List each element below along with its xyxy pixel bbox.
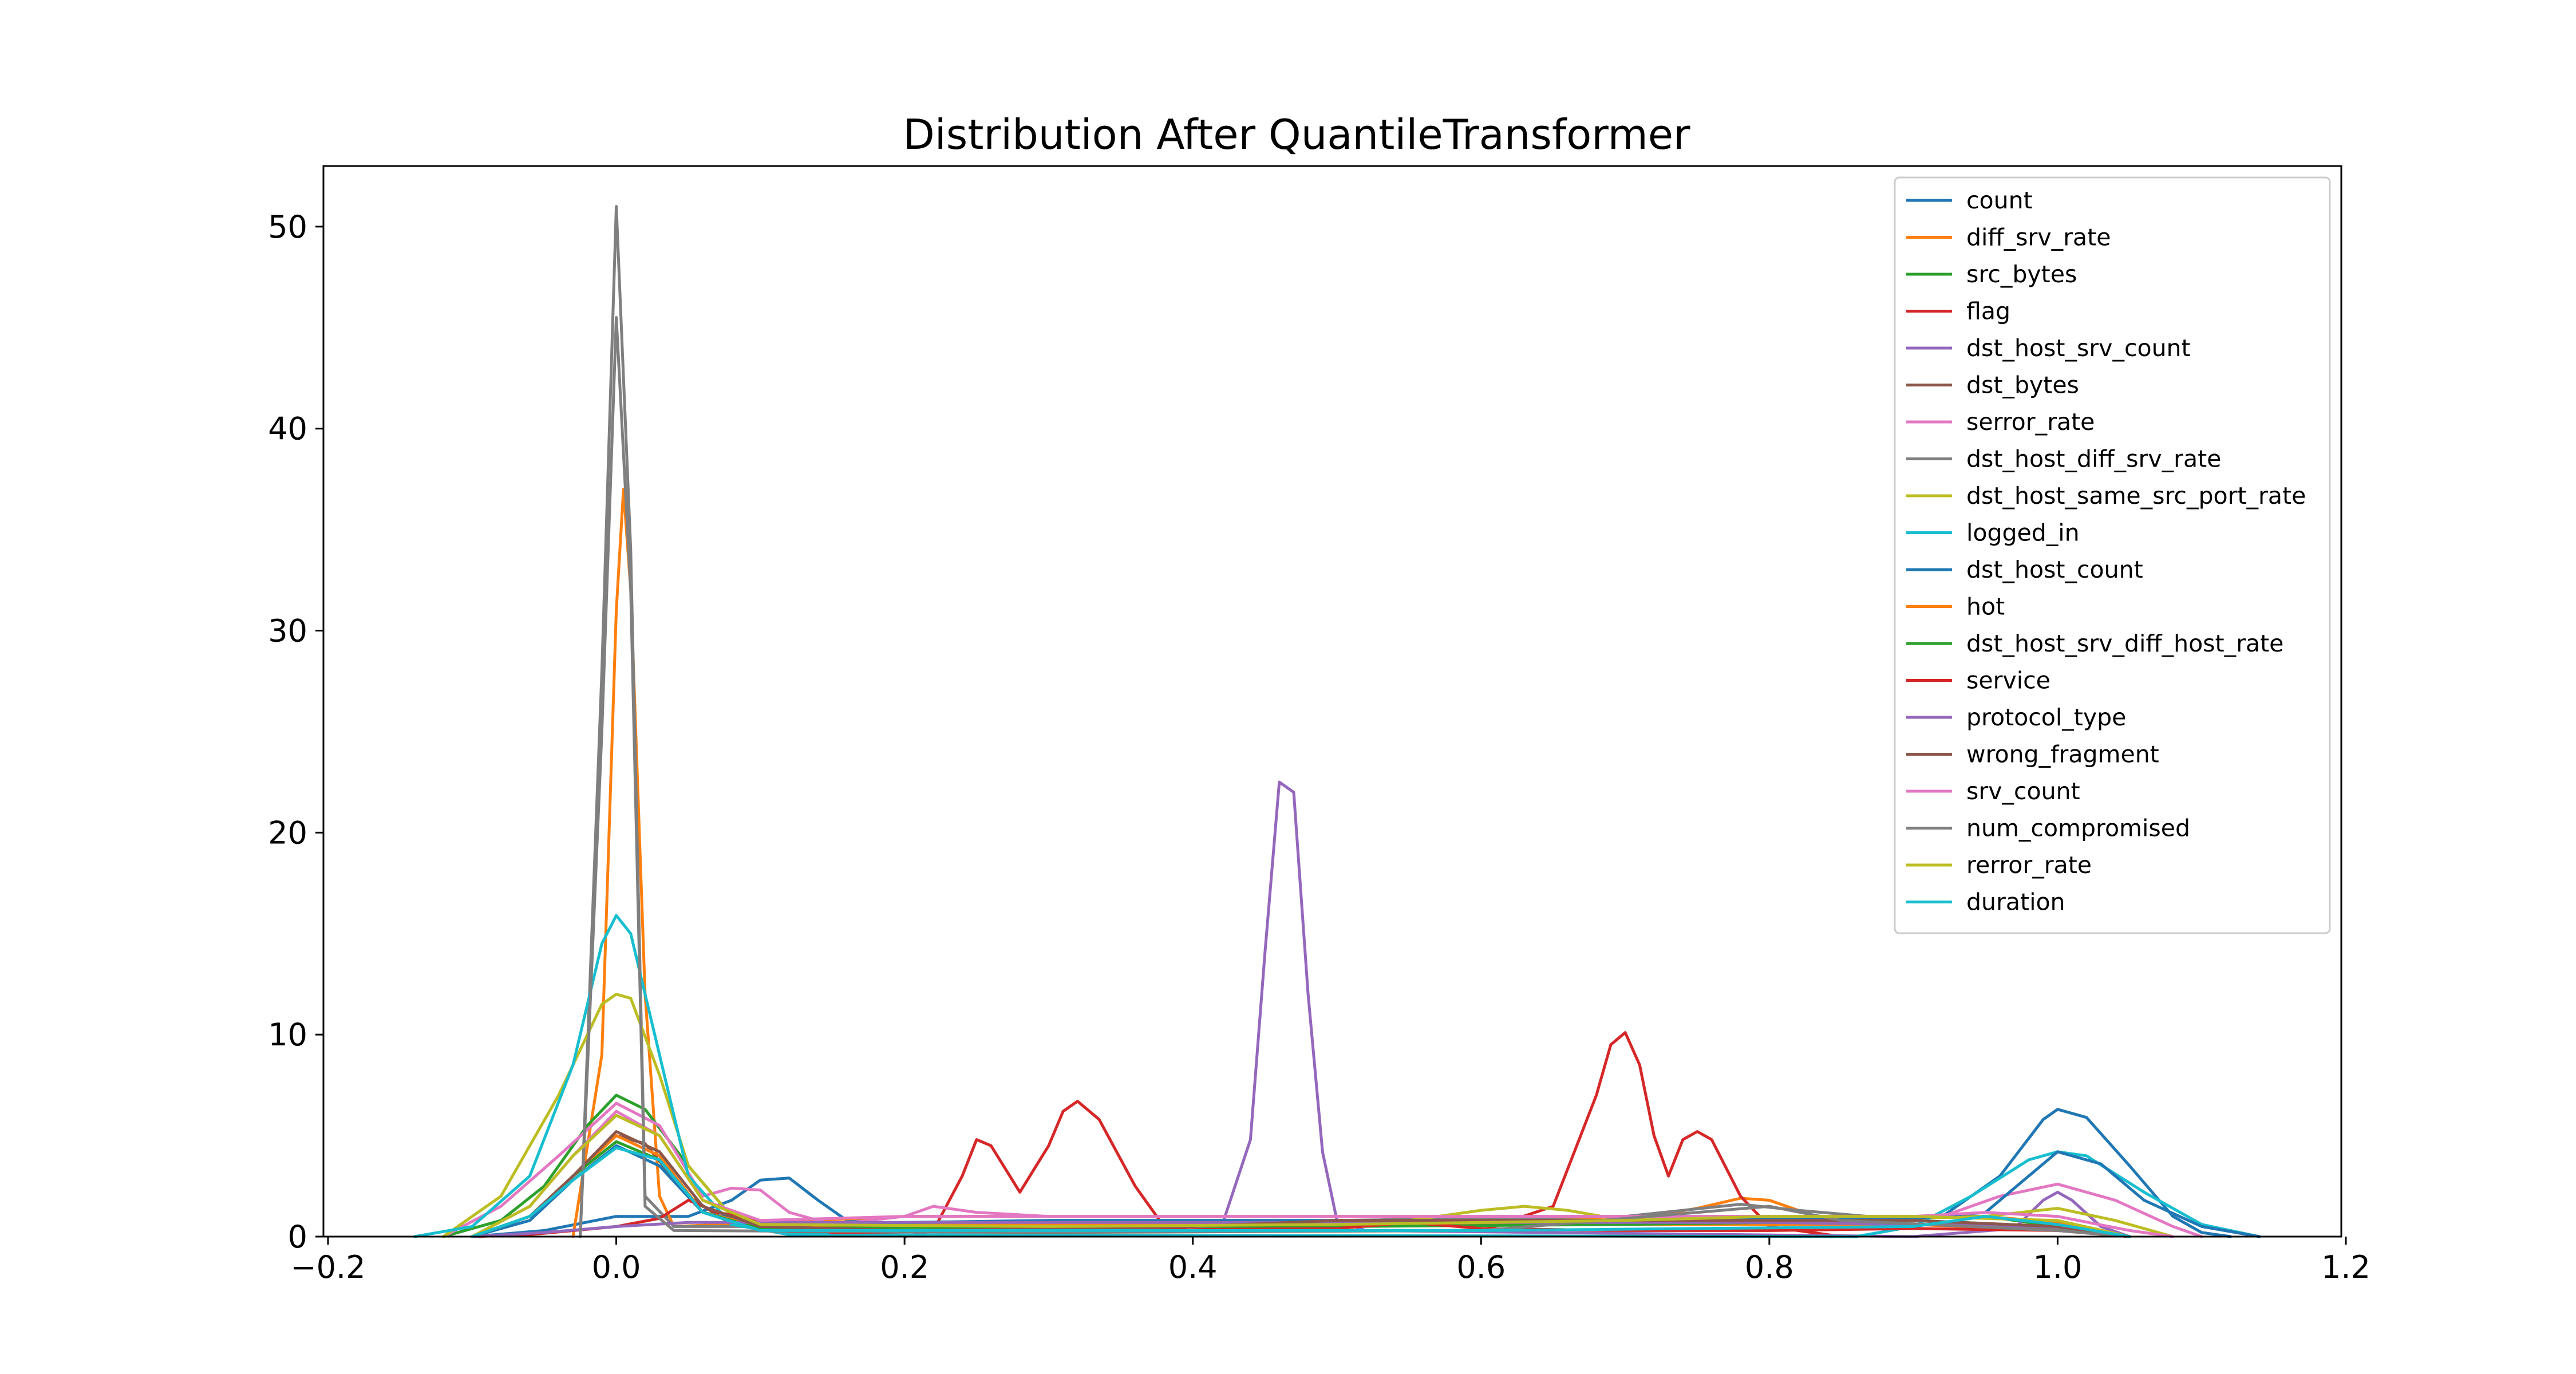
series-line-3 [903, 1031, 1843, 1238]
legend-label: dst_bytes [1966, 372, 2079, 399]
series-line-17 [579, 316, 2131, 1238]
legend-label: serror_rate [1966, 408, 2095, 436]
legend-label: dst_host_same_src_port_rate [1966, 482, 2306, 510]
x-tick-label: 0.0 [592, 1249, 641, 1285]
legend-label: num_compromised [1966, 815, 2190, 842]
legend-label: dst_host_diff_srv_rate [1966, 445, 2221, 473]
legend-label: duration [1966, 889, 2065, 916]
legend-label: diff_srv_rate [1966, 224, 2111, 251]
x-tick-label: 0.4 [1168, 1249, 1218, 1285]
legend-label: dst_host_srv_count [1966, 334, 2191, 362]
series-line-9 [413, 914, 2261, 1238]
y-axis: 0 10 20 30 40 50 [268, 209, 323, 1255]
series-line-16 [471, 1110, 2175, 1238]
plot-lines [413, 205, 2261, 1238]
legend-label: src_bytes [1966, 260, 2077, 288]
series-line-15 [471, 1130, 2131, 1238]
x-tick-label: 0.8 [1745, 1249, 1794, 1285]
plot-frame [322, 165, 2342, 1238]
legend-label: protocol_type [1966, 704, 2126, 731]
legend-label: dst_host_srv_diff_host_rate [1966, 630, 2283, 657]
x-axis: −0.2 0.0 0.2 0.4 0.6 0.8 1.0 1.2 [290, 1237, 2370, 1285]
series-line-18 [471, 1114, 2131, 1238]
legend-label: dst_host_count [1966, 556, 2143, 583]
legend-label: flag [1966, 298, 2010, 325]
legend-label: wrong_fragment [1966, 741, 2159, 768]
legend-label: hot [1966, 593, 2005, 621]
chart-title: Distribution After QuantileTransformer [903, 110, 1690, 159]
y-tick-label: 30 [268, 613, 307, 649]
legend-label: srv_count [1966, 777, 2080, 805]
y-tick-label: 40 [268, 411, 307, 447]
x-tick-label: 1.2 [2321, 1249, 2370, 1285]
x-tick-label: −0.2 [290, 1249, 365, 1285]
y-tick-label: 50 [268, 209, 307, 245]
legend-box [1894, 176, 2331, 934]
legend-label: count [1966, 187, 2033, 214]
x-tick-label: 0.6 [1456, 1249, 1506, 1285]
legend-label: service [1966, 667, 2050, 694]
series-line-6 [441, 1101, 2203, 1238]
legend-label: logged_in [1966, 519, 2080, 547]
y-tick-label: 0 [288, 1219, 307, 1255]
y-tick-label: 20 [268, 815, 307, 851]
series-line-19 [471, 1146, 2131, 1238]
y-tick-label: 10 [268, 1017, 307, 1053]
x-tick-label: 1.0 [2033, 1249, 2082, 1285]
x-tick-label: 0.2 [880, 1249, 929, 1285]
legend-label: rerror_rate [1966, 851, 2092, 879]
